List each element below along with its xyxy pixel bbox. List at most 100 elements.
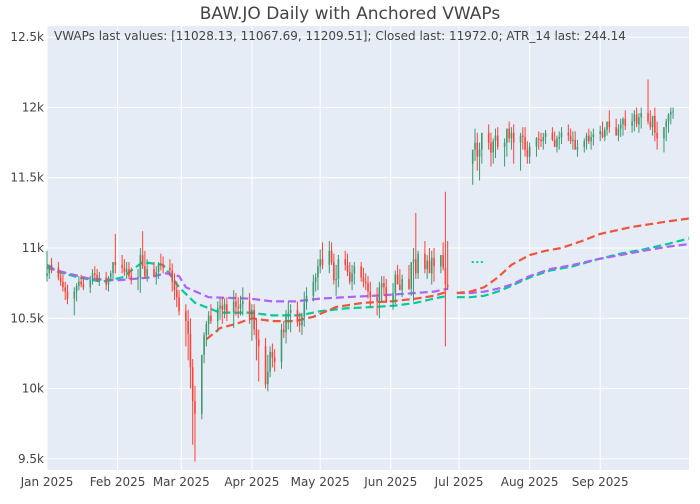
candle	[317, 259, 319, 291]
candle	[221, 297, 224, 324]
candle-body	[583, 141, 586, 147]
candle-body	[556, 138, 558, 147]
candle	[496, 127, 499, 150]
candle	[415, 212, 417, 279]
candle-body	[178, 297, 180, 312]
candle-body	[210, 315, 212, 322]
candle-body	[567, 132, 570, 136]
stats-annotation: VWAPs last values: [11028.13, 11067.69, …	[54, 29, 626, 43]
candle	[241, 287, 244, 316]
candle-body	[160, 263, 162, 265]
candle	[287, 301, 290, 330]
candle-body	[141, 255, 144, 267]
candle-body	[271, 351, 274, 358]
candle-body	[369, 291, 372, 298]
candle	[544, 129, 547, 145]
candle	[526, 141, 529, 164]
candle	[601, 121, 604, 139]
x-tick-label: Jul 2025	[434, 475, 484, 489]
candle-body	[162, 264, 164, 268]
candle	[476, 132, 479, 171]
candle	[576, 139, 579, 157]
candle	[430, 250, 433, 285]
candle	[248, 292, 251, 324]
candle-body	[631, 121, 633, 126]
candle-body	[383, 283, 385, 288]
candle	[257, 329, 260, 382]
chart-title: BAW.JO Daily with Anchored VWAPs	[200, 4, 501, 24]
y-tick-label: 9.5k	[18, 452, 44, 466]
candle	[444, 191, 447, 347]
candle	[376, 287, 378, 316]
candle-body	[73, 291, 76, 299]
candle	[433, 248, 435, 282]
candle-body	[428, 260, 431, 274]
candle	[169, 259, 171, 277]
candle	[319, 249, 321, 274]
candle-body	[608, 121, 611, 128]
candle-body	[207, 315, 210, 324]
candle	[123, 259, 126, 277]
candle	[330, 242, 333, 265]
candle	[91, 269, 94, 285]
candle-body	[89, 280, 92, 288]
candle-body	[201, 354, 203, 414]
x-tick-label: Aug 2025	[501, 475, 559, 489]
candle-body	[62, 281, 64, 288]
candle-body	[248, 301, 251, 317]
candle-body	[378, 287, 381, 302]
candle	[560, 127, 563, 145]
candle	[663, 127, 665, 153]
candle	[59, 271, 62, 286]
candle	[96, 269, 98, 282]
y-tick-label: 11.5k	[10, 171, 44, 185]
vwap-line	[456, 237, 690, 299]
candle-body	[519, 135, 522, 143]
y-tick-label: 12k	[22, 100, 44, 114]
candle	[583, 138, 586, 153]
candle-body	[64, 287, 67, 292]
candle-body	[615, 127, 617, 136]
candle-body	[264, 346, 267, 385]
candle-body	[426, 260, 428, 270]
candle-body	[105, 277, 107, 285]
candle	[289, 304, 292, 333]
candle	[348, 262, 351, 285]
candle-body	[146, 269, 148, 277]
candle-body	[269, 351, 271, 372]
candle	[298, 312, 301, 333]
y-tick-label: 10.5k	[10, 311, 44, 325]
candle	[369, 281, 372, 308]
candle	[558, 131, 561, 150]
candle-body	[624, 118, 627, 126]
candle	[191, 359, 194, 445]
candle	[574, 131, 576, 150]
candle	[171, 263, 174, 292]
candle-body	[442, 255, 444, 268]
candle	[155, 266, 158, 285]
candle-body	[337, 259, 340, 279]
candle-body	[216, 308, 219, 322]
candle-body	[572, 139, 574, 142]
candle-body	[255, 329, 258, 340]
x-tick-label: Jun 2025	[363, 475, 417, 489]
candle	[442, 242, 444, 271]
candle	[669, 107, 672, 125]
candle-body	[560, 132, 563, 137]
candle-body	[205, 323, 208, 336]
candle	[94, 266, 96, 279]
candle-body	[328, 250, 331, 265]
vwap-point	[471, 261, 474, 264]
candle-body	[633, 114, 636, 122]
candle-body	[155, 271, 158, 277]
candle	[173, 273, 176, 300]
candle	[353, 262, 356, 285]
candle-body	[492, 141, 495, 153]
candle	[647, 79, 649, 125]
candle	[474, 128, 476, 161]
candle-body	[46, 273, 48, 277]
candle	[57, 262, 60, 281]
candle-body	[91, 273, 94, 281]
candle	[48, 264, 51, 279]
candle-body	[585, 135, 588, 142]
